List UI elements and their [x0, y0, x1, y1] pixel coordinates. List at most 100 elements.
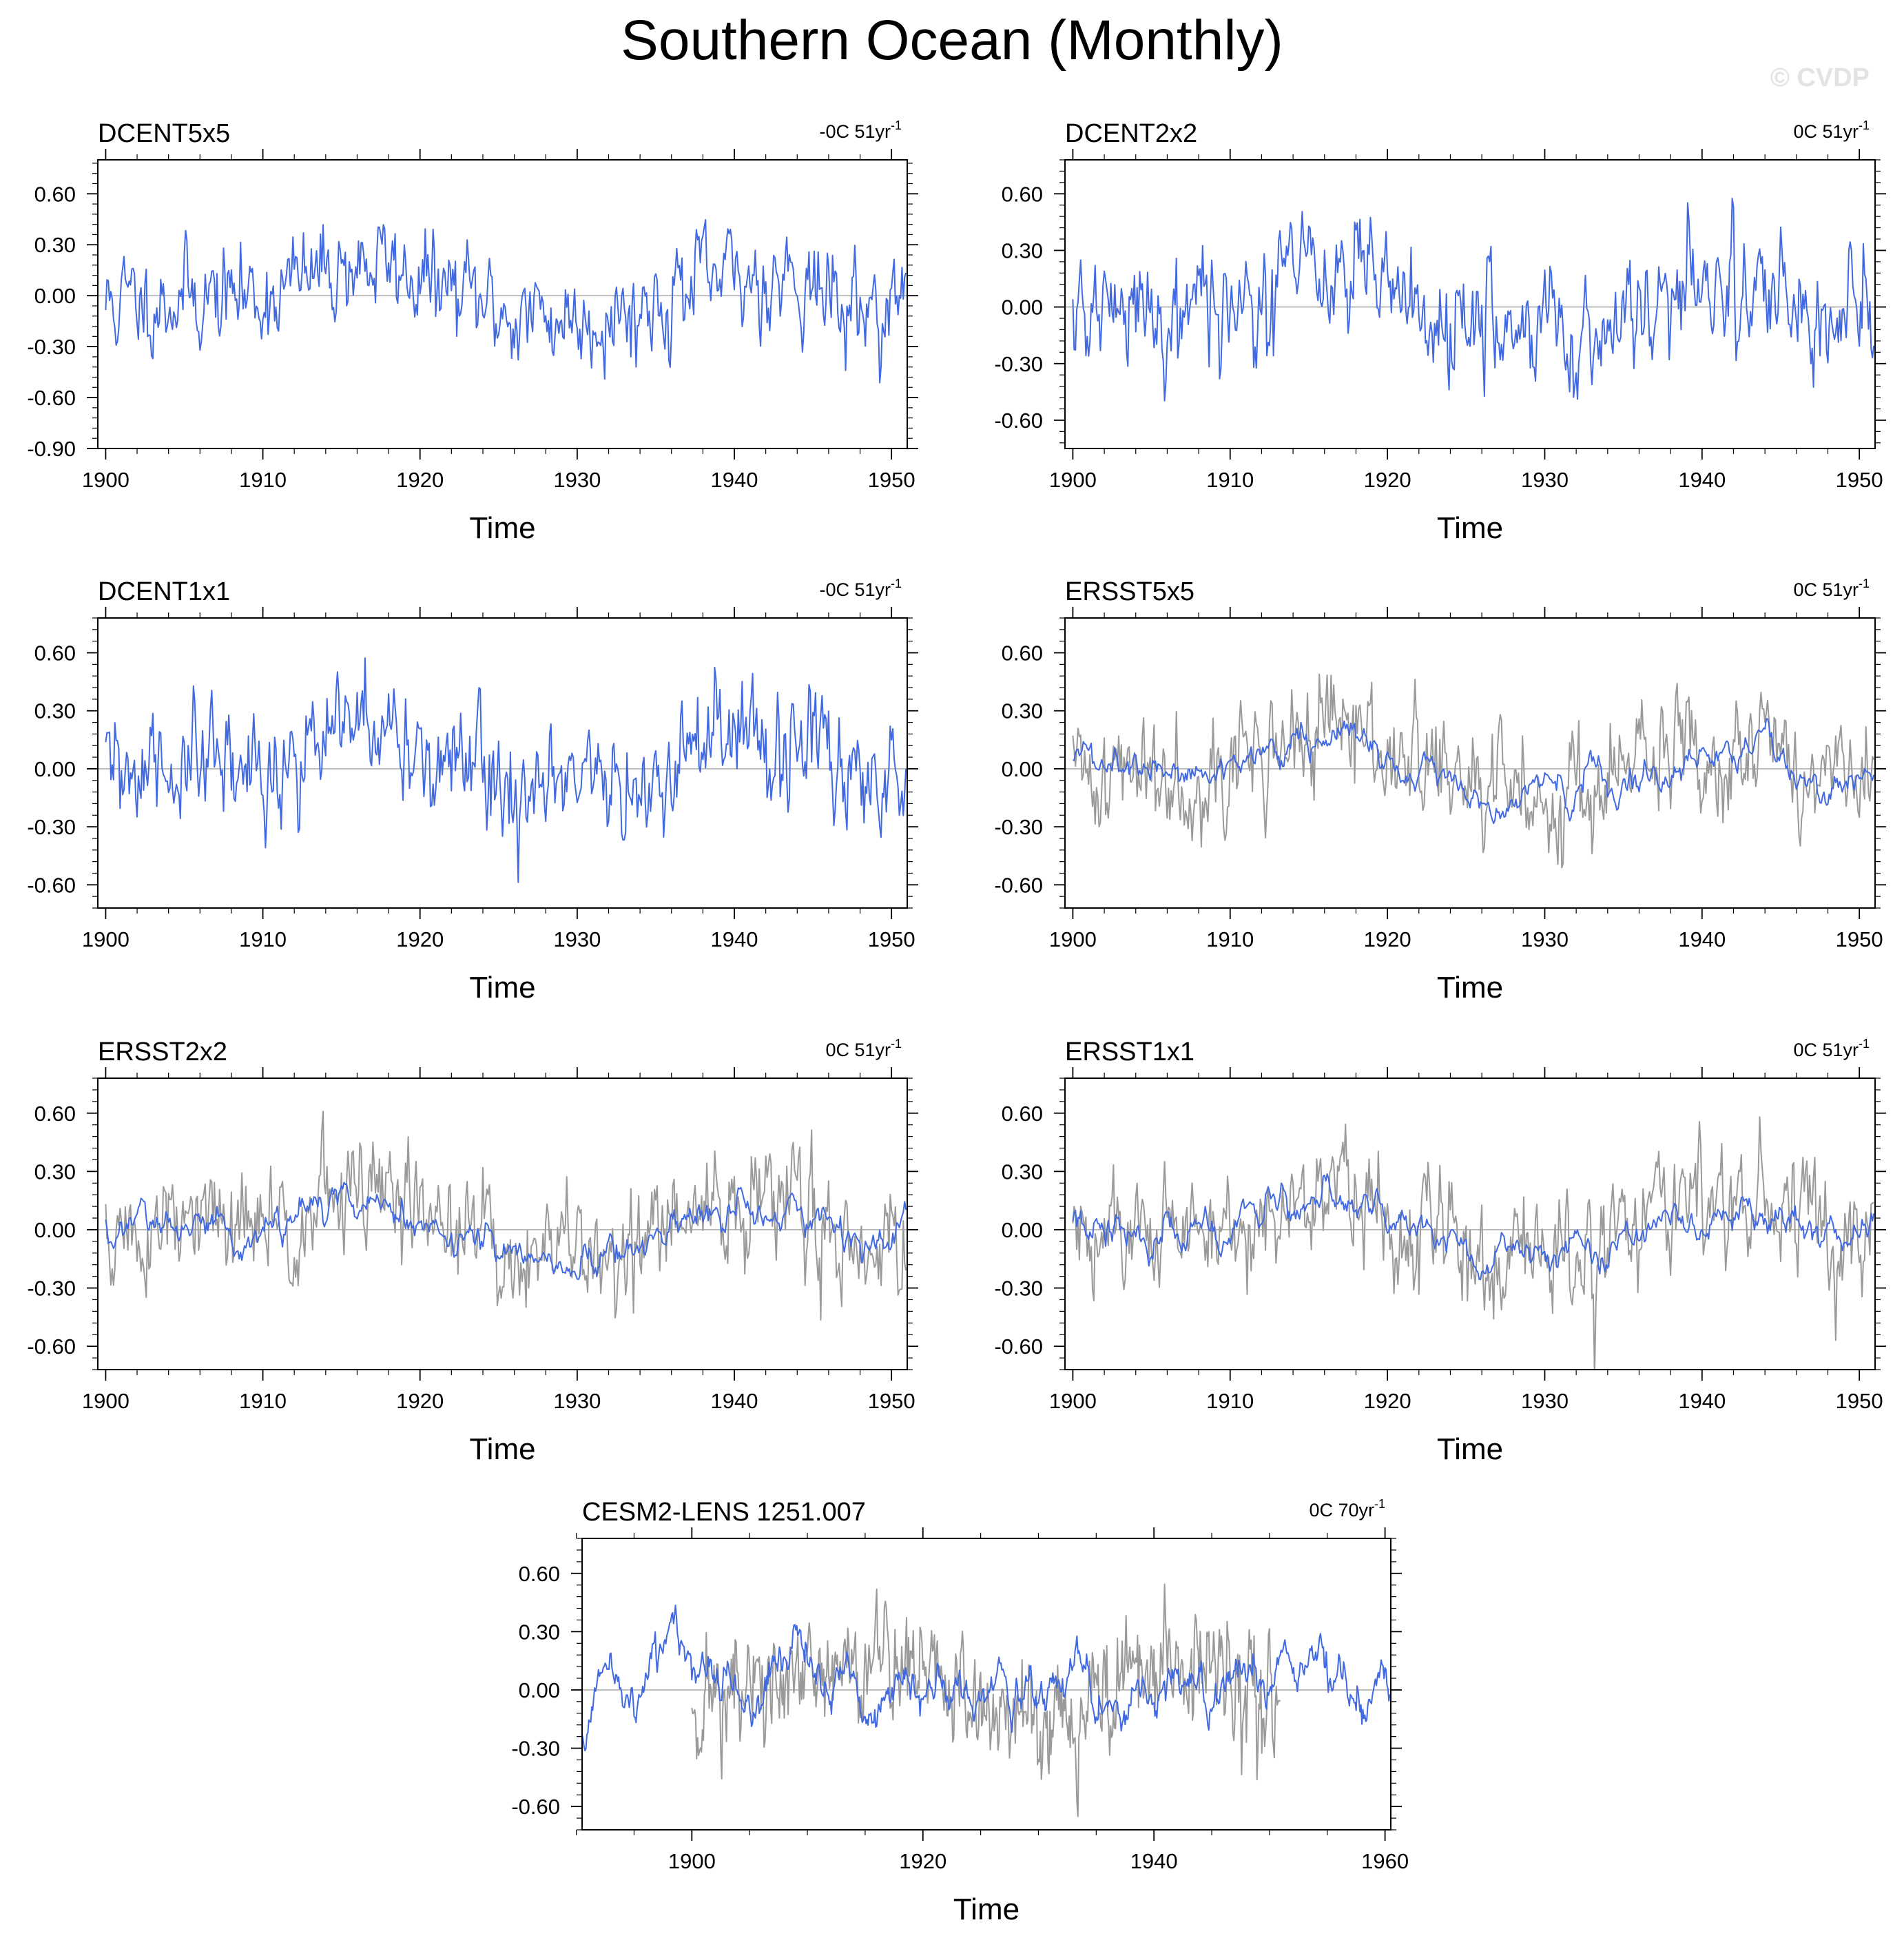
series-line-reference	[1072, 673, 1875, 869]
x-tick-label: 1920	[1364, 1389, 1411, 1413]
y-tick-label: 0.60	[34, 182, 76, 206]
x-tick-label: 1900	[82, 468, 130, 492]
chart-panel-0: DCENT5x5 -0C 51yr-1 0.60 0.30 0.00 -0.30 -0.60…	[27, 118, 918, 545]
y-tick-label: 0.30	[1002, 699, 1043, 723]
x-axis-label: Time	[1437, 971, 1503, 1004]
x-axis-label: Time	[469, 1432, 535, 1466]
x-tick-label: 1920	[1364, 927, 1411, 951]
x-tick-label: 1930	[1521, 927, 1569, 951]
chart-panel-4: ERSST2x2 0C 51yr-1 0.60 0.30 0.00 -0.30 -0.60 1…	[27, 1037, 918, 1466]
y-tick-label: -0.30	[994, 352, 1043, 376]
x-axis-label: Time	[953, 1893, 1020, 1926]
cvdp-watermark: © CVDP	[1770, 63, 1870, 92]
y-tick-label: -0.90	[27, 437, 76, 461]
panel-title: CESM2-LENS 1251.007	[582, 1498, 866, 1527]
y-tick-label: -0.30	[27, 815, 76, 839]
y-tick-label: 0.30	[34, 1159, 76, 1184]
y-tick-label: -0.60	[994, 1334, 1043, 1359]
y-tick-label: 0.30	[1002, 1159, 1043, 1184]
x-tick-label: 1920	[899, 1849, 946, 1873]
x-tick-label: 1950	[1836, 927, 1883, 951]
x-tick-label: 1950	[1836, 468, 1883, 492]
trend-label: 0C 51yr-1	[1793, 577, 1870, 600]
y-tick-label: 0.60	[1002, 1102, 1043, 1126]
chart-panel-2: DCENT1x1 -0C 51yr-1 0.60 0.30 0.00 -0.30 -0.60…	[27, 577, 918, 1004]
panel-title: ERSST5x5	[1065, 577, 1194, 606]
panel-title: DCENT1x1	[98, 577, 230, 606]
x-tick-label: 1950	[868, 927, 915, 951]
y-tick-label: 0.00	[34, 284, 76, 308]
x-tick-label: 1930	[1521, 468, 1569, 492]
panel-title: ERSST1x1	[1065, 1038, 1194, 1066]
panel-title: DCENT5x5	[98, 119, 230, 148]
x-tick-label: 1920	[396, 468, 444, 492]
x-tick-label: 1940	[711, 1389, 758, 1413]
y-tick-label: 0.00	[1002, 296, 1043, 320]
y-tick-label: 0.00	[519, 1678, 560, 1702]
x-tick-label: 1920	[396, 1389, 444, 1413]
y-tick-label: 0.00	[34, 757, 76, 781]
x-tick-label: 1910	[239, 927, 287, 951]
series-line-model	[1072, 198, 1875, 402]
y-tick-label: -0.30	[27, 1277, 76, 1301]
x-tick-label: 1920	[1364, 468, 1411, 492]
series-line-reference	[105, 1111, 907, 1321]
x-tick-label: 1910	[1206, 927, 1254, 951]
x-tick-label: 1900	[1049, 927, 1097, 951]
y-tick-label: 0.30	[34, 233, 76, 257]
y-tick-label: 0.30	[519, 1620, 560, 1644]
x-tick-label: 1930	[553, 1389, 601, 1413]
trend-label: 0C 51yr-1	[1793, 118, 1870, 142]
plot-frame	[581, 1538, 1391, 1831]
x-tick-label: 1910	[1206, 468, 1254, 492]
figure-title: Southern Ocean (Monthly)	[621, 9, 1283, 72]
plot-frame	[1064, 1077, 1876, 1370]
x-axis-label: Time	[469, 971, 535, 1004]
y-tick-label: 0.60	[1002, 182, 1043, 206]
x-tick-label: 1910	[239, 1389, 287, 1413]
trend-label: 0C 51yr-1	[1793, 1037, 1870, 1060]
x-tick-label: 1940	[1678, 468, 1726, 492]
x-tick-label: 1940	[1678, 1389, 1726, 1413]
x-tick-label: 1950	[1836, 1389, 1883, 1413]
y-tick-label: -0.30	[27, 335, 76, 359]
series-line-model	[582, 1605, 1391, 1751]
x-tick-label: 1900	[1049, 468, 1097, 492]
y-tick-label: 0.30	[1002, 238, 1043, 262]
x-tick-label: 1940	[1130, 1849, 1178, 1873]
series-line-model	[105, 1182, 907, 1281]
y-tick-label: 0.60	[1002, 641, 1043, 666]
x-tick-label: 1900	[668, 1849, 716, 1873]
panel-title: DCENT2x2	[1065, 119, 1197, 148]
series-line-model	[1073, 718, 1875, 825]
plot-frame	[1064, 617, 1876, 909]
x-tick-label: 1900	[82, 927, 130, 951]
y-tick-label: 0.30	[34, 699, 76, 723]
y-tick-label: -0.60	[994, 873, 1043, 897]
x-tick-label: 1920	[396, 927, 444, 951]
y-tick-label: -0.30	[994, 1277, 1043, 1301]
series-line-model	[105, 219, 907, 384]
x-tick-label: 1950	[868, 1389, 915, 1413]
x-tick-label: 1900	[82, 1389, 130, 1413]
chart-panel-5: ERSST1x1 0C 51yr-1 0.60 0.30 0.00 -0.30 -0.60 1…	[994, 1037, 1886, 1466]
y-tick-label: -0.60	[27, 386, 76, 410]
trend-label: 0C 70yr-1	[1309, 1497, 1385, 1520]
y-tick-label: -0.60	[27, 873, 76, 897]
series-line-model	[105, 657, 907, 883]
x-tick-label: 1930	[1521, 1389, 1569, 1413]
x-tick-label: 1940	[711, 927, 758, 951]
y-tick-label: -0.30	[994, 815, 1043, 839]
y-tick-label: 0.60	[519, 1562, 560, 1586]
x-tick-label: 1930	[553, 468, 601, 492]
y-tick-label: 0.00	[1002, 757, 1043, 781]
x-tick-label: 1910	[239, 468, 287, 492]
plot-frame	[1064, 159, 1876, 449]
y-tick-label: -0.60	[511, 1795, 560, 1819]
x-tick-label: 1960	[1361, 1849, 1409, 1873]
x-axis-label: Time	[1437, 511, 1503, 545]
chart-panel-3: ERSST5x5 0C 51yr-1 0.60 0.30 0.00 -0.30 -0.60 1…	[994, 577, 1886, 1004]
y-tick-label: 0.60	[34, 1102, 76, 1126]
trend-label: -0C 51yr-1	[819, 577, 902, 600]
